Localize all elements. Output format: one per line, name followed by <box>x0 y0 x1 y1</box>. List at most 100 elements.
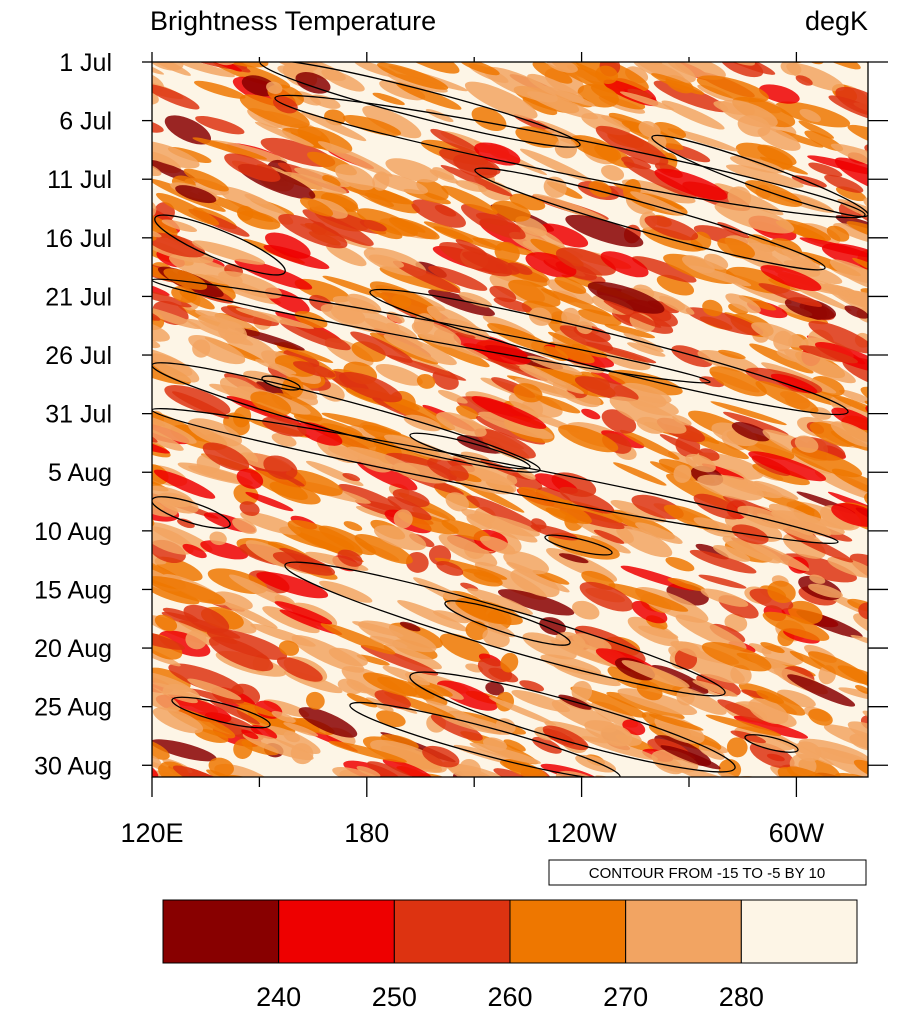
colorbar-label: 280 <box>719 982 764 1012</box>
texture-blob <box>428 265 488 291</box>
texture-blob <box>891 89 897 113</box>
texture-blob <box>456 405 479 420</box>
texture-blob <box>152 707 204 734</box>
y-tick-label: 26 Jul <box>45 342 112 370</box>
texture-blob <box>374 690 411 709</box>
texture-blob <box>519 366 585 394</box>
texture-blob <box>152 407 210 443</box>
texture-blob <box>198 315 245 335</box>
texture-blob <box>152 232 206 258</box>
contour-line <box>409 432 531 470</box>
texture-blob <box>168 663 244 696</box>
texture-blob <box>465 620 488 641</box>
texture-blob <box>604 323 656 339</box>
texture-blob <box>356 654 390 666</box>
texture-blob <box>545 507 579 524</box>
texture-blob <box>472 237 536 256</box>
texture-blob <box>220 306 279 327</box>
texture-blob <box>152 739 217 762</box>
texture-blob <box>276 656 323 682</box>
texture-blob <box>436 680 498 711</box>
texture-blob <box>359 219 387 232</box>
texture-blob <box>791 446 863 478</box>
texture-blob <box>554 344 595 364</box>
texture-blob <box>714 202 795 234</box>
texture-blob <box>213 591 253 610</box>
texture-blob <box>834 157 868 198</box>
texture-blob <box>152 306 201 330</box>
texture-blob <box>187 678 242 701</box>
texture-blob <box>577 309 622 326</box>
texture-blob <box>873 773 897 810</box>
texture-blob <box>833 222 868 246</box>
texture-blob <box>242 732 314 761</box>
texture-blob <box>206 628 288 660</box>
texture-blob <box>152 738 170 760</box>
x-tick-label: 180 <box>344 818 389 848</box>
texture-blob <box>256 571 329 599</box>
texture-blob <box>152 419 184 451</box>
texture-blob <box>232 699 276 717</box>
texture-blob <box>608 583 689 612</box>
texture-blob <box>781 249 816 267</box>
texture-blob <box>767 580 796 604</box>
texture-blob <box>152 576 226 605</box>
texture-blob <box>187 418 242 447</box>
texture-blob <box>882 231 897 252</box>
texture-blob <box>824 174 864 193</box>
texture-blob <box>483 66 558 103</box>
y-tick-label: 15 Aug <box>34 576 112 604</box>
texture-blob <box>542 346 569 362</box>
texture-blob <box>263 455 298 480</box>
texture-blob <box>239 501 260 516</box>
texture-blob <box>386 311 405 324</box>
contour-info-box <box>548 859 867 886</box>
texture-blob <box>125 201 150 227</box>
texture-blob <box>283 731 301 743</box>
texture-blob <box>558 424 619 453</box>
texture-blob <box>702 299 723 317</box>
texture-blob <box>729 155 785 174</box>
texture-blob <box>127 574 148 593</box>
texture-blob <box>758 84 800 104</box>
texture-blob <box>302 209 374 246</box>
texture-blob <box>867 315 897 348</box>
texture-blob <box>703 253 729 270</box>
texture-blob <box>128 451 148 467</box>
texture-blob <box>829 259 868 292</box>
texture-blob <box>327 43 347 58</box>
contour-line <box>171 696 271 729</box>
texture-blob <box>867 666 897 706</box>
texture-blob <box>292 361 336 378</box>
plot-frame <box>151 61 869 778</box>
texture-blob <box>354 533 413 564</box>
texture-blob <box>191 240 266 265</box>
texture-blob <box>152 140 200 169</box>
texture-blob <box>858 602 868 620</box>
texture-blob <box>377 62 449 90</box>
texture-blob <box>760 642 785 654</box>
texture-blob <box>148 778 209 813</box>
texture-blob <box>202 442 250 472</box>
texture-blob <box>762 611 830 641</box>
texture-blob <box>272 552 336 576</box>
texture-blob <box>712 545 751 562</box>
texture-blob <box>218 186 294 225</box>
texture-blob <box>696 75 769 103</box>
texture-blob <box>870 86 897 112</box>
texture-blob <box>651 73 705 95</box>
texture-blob <box>784 348 856 384</box>
texture-blob <box>697 349 759 373</box>
texture-blob <box>883 515 897 538</box>
texture-blob <box>673 765 751 777</box>
texture-blob <box>278 640 300 656</box>
y-tick-label: 16 Jul <box>45 225 112 253</box>
texture-blob <box>238 210 281 230</box>
texture-blob <box>342 472 361 482</box>
texture-blob <box>102 261 135 277</box>
texture-blob <box>608 369 683 396</box>
texture-blob <box>432 167 455 180</box>
texture-blob <box>572 633 612 652</box>
texture-blob <box>464 81 538 119</box>
